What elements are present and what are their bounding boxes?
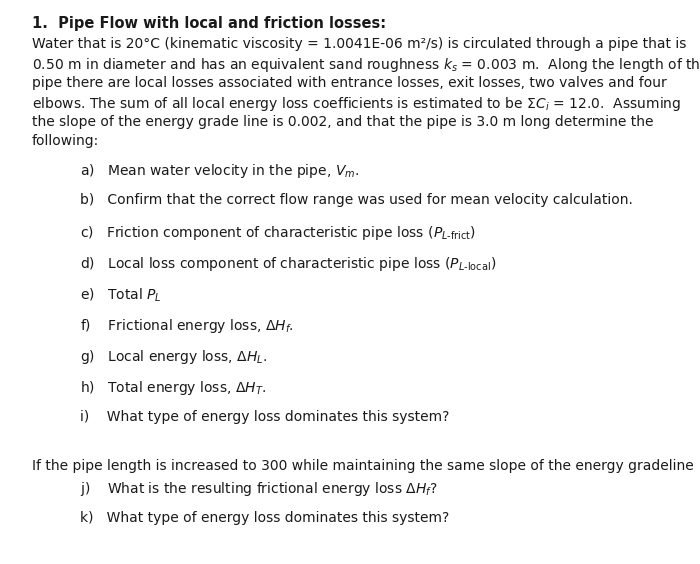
Text: b)   Confirm that the correct flow range was used for mean velocity calculation.: b) Confirm that the correct flow range w… (80, 193, 634, 208)
Text: 1.  Pipe Flow with local and friction losses:: 1. Pipe Flow with local and friction los… (32, 16, 386, 31)
Text: i)    What type of energy loss dominates this system?: i) What type of energy loss dominates th… (80, 411, 450, 425)
Text: a)   Mean water velocity in the pipe, $V_m$.: a) Mean water velocity in the pipe, $V_m… (80, 162, 360, 180)
Text: following:: following: (32, 134, 99, 148)
Text: Water that is 20°C (kinematic viscosity = 1.0041E-06 m²/s) is circulated through: Water that is 20°C (kinematic viscosity … (32, 37, 686, 51)
Text: h)   Total energy loss, $\Delta H_T$.: h) Total energy loss, $\Delta H_T$. (80, 380, 267, 398)
Text: f)    Frictional energy loss, $\Delta H_f$.: f) Frictional energy loss, $\Delta H_f$. (80, 318, 294, 336)
Text: elbows. The sum of all local energy loss coefficients is estimated to be $\Sigma: elbows. The sum of all local energy loss… (32, 95, 680, 113)
Text: c)   Friction component of characteristic pipe loss ($P_{L\text{-frict}}$): c) Friction component of characteristic … (80, 224, 477, 243)
Text: g)   Local energy loss, $\Delta H_L$.: g) Local energy loss, $\Delta H_L$. (80, 349, 268, 367)
Text: the slope of the energy grade line is 0.002, and that the pipe is 3.0 m long det: the slope of the energy grade line is 0.… (32, 114, 653, 129)
Text: k)   What type of energy loss dominates this system?: k) What type of energy loss dominates th… (80, 512, 449, 526)
Text: e)   Total $P_L$: e) Total $P_L$ (80, 287, 162, 304)
Text: j)    What is the resulting frictional energy loss $\Delta H_f$?: j) What is the resulting frictional ener… (80, 481, 438, 499)
Text: If the pipe length is increased to 300 while maintaining the same slope of the e: If the pipe length is increased to 300 w… (32, 459, 693, 473)
Text: 0.50 m in diameter and has an equivalent sand roughness $k_s$ = 0.003 m.  Along : 0.50 m in diameter and has an equivalent… (32, 56, 700, 74)
Text: d)   Local loss component of characteristic pipe loss ($P_{L\text{-local}}$): d) Local loss component of characteristi… (80, 255, 497, 274)
Text: pipe there are local losses associated with entrance losses, exit losses, two va: pipe there are local losses associated w… (32, 76, 666, 90)
